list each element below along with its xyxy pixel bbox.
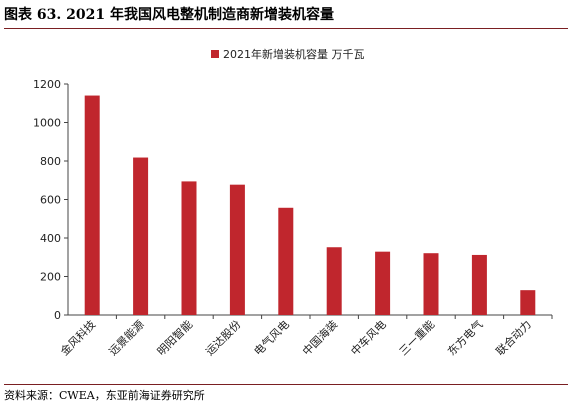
y-tick-label: 400 (40, 232, 61, 245)
source-note: 资料来源：CWEA，东亚前海证券研究所 (4, 389, 205, 402)
y-tick-label: 1000 (33, 117, 61, 130)
legend-label: 2021年新增装机容量 万千瓦 (223, 47, 365, 61)
x-tick-label: 东方电气 (445, 317, 486, 358)
y-tick-label: 1200 (33, 78, 61, 91)
bar (133, 157, 149, 315)
bar (471, 254, 487, 315)
y-tick-label: 800 (40, 155, 61, 168)
y-tick-label: 600 (40, 194, 61, 207)
x-tick-label: 金风科技 (57, 317, 98, 358)
source-rule (4, 384, 568, 385)
x-tick-label: 运达股份 (203, 318, 243, 358)
x-tick-label: 远景能源 (106, 317, 147, 358)
y-tick-label: 0 (54, 309, 61, 322)
bar (181, 181, 197, 315)
x-tick-label: 明阳智能 (154, 317, 195, 358)
bar (423, 253, 439, 315)
title-rule (4, 28, 568, 29)
figure-title: 图表 63. 2021 年我国风电整机制造商新增装机容量 (4, 7, 334, 23)
bar (520, 290, 536, 315)
x-tick-label: 联合动力 (493, 317, 534, 358)
bar (229, 184, 245, 315)
y-tick-label: 200 (40, 271, 61, 284)
bar (84, 95, 100, 315)
x-tick-label: 电气风电 (251, 317, 292, 358)
legend-swatch (211, 50, 219, 58)
x-tick-label: 中国海装 (299, 317, 340, 358)
bar (375, 251, 391, 315)
bar (326, 247, 342, 315)
x-tick-label: 三一重能 (396, 317, 437, 358)
bar (278, 207, 294, 315)
x-tick-label: 中车风电 (348, 317, 389, 358)
